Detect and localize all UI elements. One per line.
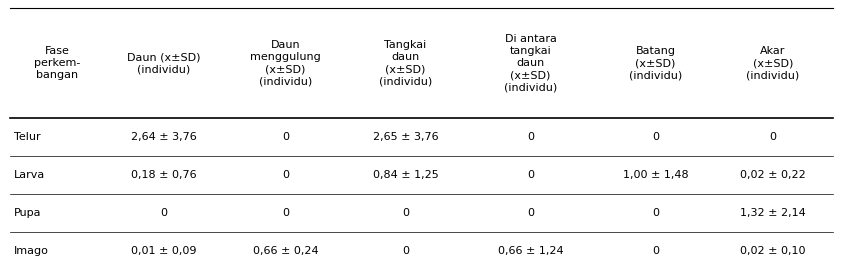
Text: Imago: Imago xyxy=(14,246,49,256)
Text: Pupa: Pupa xyxy=(14,208,41,218)
Text: 0,66 ± 0,24: 0,66 ± 0,24 xyxy=(252,246,318,256)
Text: 0: 0 xyxy=(526,208,533,218)
Text: Fase
perkem-
bangan: Fase perkem- bangan xyxy=(34,46,81,80)
Text: 0: 0 xyxy=(282,208,288,218)
Text: Akar
(x±SD)
(individu): Akar (x±SD) (individu) xyxy=(746,46,799,80)
Text: 0: 0 xyxy=(651,208,659,218)
Text: 0: 0 xyxy=(526,132,533,142)
Text: Di antara
tangkai
daun
(x±SD)
(individu): Di antara tangkai daun (x±SD) (individu) xyxy=(504,34,556,92)
Text: 0,66 ± 1,24: 0,66 ± 1,24 xyxy=(497,246,562,256)
Text: Batang
(x±SD)
(individu): Batang (x±SD) (individu) xyxy=(629,46,681,80)
Text: 0: 0 xyxy=(401,246,408,256)
Text: Larva: Larva xyxy=(14,170,45,180)
Text: Telur: Telur xyxy=(14,132,40,142)
Text: Daun
menggulung
(x±SD)
(individu): Daun menggulung (x±SD) (individu) xyxy=(250,40,320,86)
Text: 0,84 ± 1,25: 0,84 ± 1,25 xyxy=(372,170,438,180)
Text: 0: 0 xyxy=(769,132,776,142)
Text: 0: 0 xyxy=(651,246,659,256)
Text: 0,02 ± 0,10: 0,02 ± 0,10 xyxy=(740,246,805,256)
Text: 1,32 ± 2,14: 1,32 ± 2,14 xyxy=(740,208,805,218)
Text: 0,01 ± 0,09: 0,01 ± 0,09 xyxy=(131,246,196,256)
Text: 1,00 ± 1,48: 1,00 ± 1,48 xyxy=(622,170,688,180)
Text: Daun (x±SD)
(individu): Daun (x±SD) (individu) xyxy=(127,52,201,74)
Text: 0: 0 xyxy=(282,170,288,180)
Text: 0,02 ± 0,22: 0,02 ± 0,22 xyxy=(740,170,805,180)
Text: 0: 0 xyxy=(282,132,288,142)
Text: 2,64 ± 3,76: 2,64 ± 3,76 xyxy=(131,132,196,142)
Text: 0,18 ± 0,76: 0,18 ± 0,76 xyxy=(131,170,196,180)
Text: 0: 0 xyxy=(401,208,408,218)
Text: Tangkai
daun
(x±SD)
(individu): Tangkai daun (x±SD) (individu) xyxy=(379,40,431,86)
Text: 0: 0 xyxy=(526,170,533,180)
Text: 0: 0 xyxy=(651,132,659,142)
Text: 0: 0 xyxy=(160,208,167,218)
Text: 2,65 ± 3,76: 2,65 ± 3,76 xyxy=(372,132,437,142)
